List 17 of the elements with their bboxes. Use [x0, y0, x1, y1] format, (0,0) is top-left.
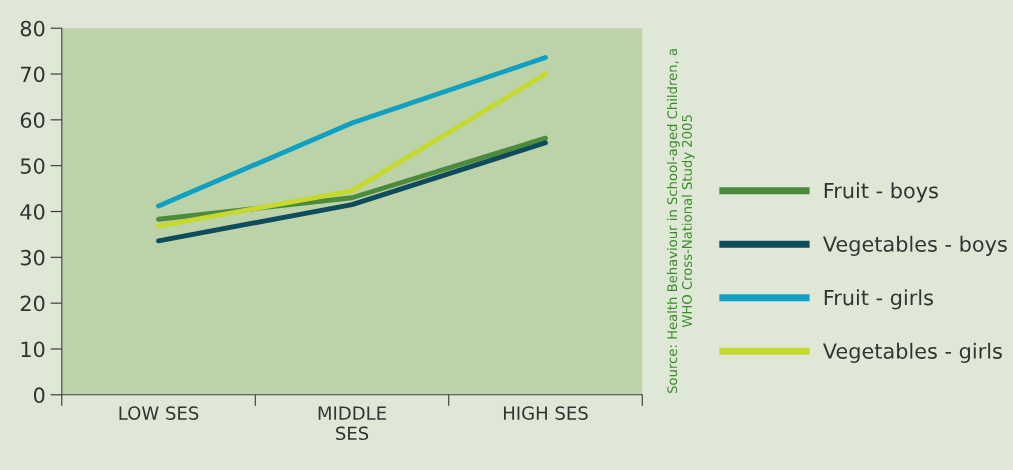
x-tick-label: MIDDLE SES — [318, 406, 386, 441]
y-tick-label: 0 — [33, 387, 45, 404]
y-tick-label: 20 — [20, 295, 45, 312]
legend-label: Fruit - girls — [824, 289, 933, 310]
x-tick-label: LOW SES — [119, 406, 199, 420]
y-tick-label: 30 — [20, 249, 45, 266]
y-tick-label: 40 — [20, 203, 45, 220]
legend-label: Vegetables - boys — [822, 235, 1007, 256]
y-tick-label: 80 — [20, 20, 45, 37]
y-tick-label: 10 — [21, 341, 45, 358]
y-tick-label: 50 — [20, 158, 45, 174]
y-tick-label: 70 — [21, 66, 45, 83]
legend-label: Vegetables - girls — [822, 342, 1002, 363]
source-note: Source: Health Behaviour in School-aged Children, a WHO Cross-National Study 2005 — [666, 49, 695, 393]
legend-label: Fruit - boys — [824, 182, 938, 203]
x-tick-label: HIGH SES — [504, 406, 588, 420]
y-tick-label: 60 — [20, 112, 45, 129]
